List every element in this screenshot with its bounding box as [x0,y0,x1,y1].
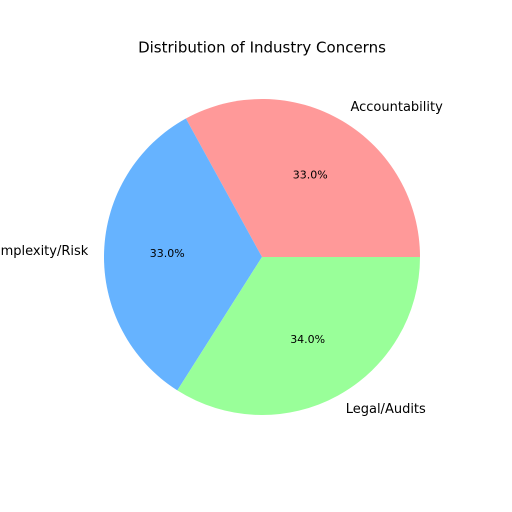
pie-slice [103,118,262,391]
percent-label: 33.0% [150,247,185,260]
slice-label: Complexity/Risk [0,244,89,259]
percent-label: 33.0% [293,168,328,181]
pie-slice [185,99,420,258]
percent-label: 34.0% [290,333,325,346]
slice-label: Legal/Audits [346,402,426,417]
chart-title: Distribution of Industry Concerns [138,39,386,57]
pie-slice [177,257,420,415]
slice-label: Accountability [350,100,443,115]
